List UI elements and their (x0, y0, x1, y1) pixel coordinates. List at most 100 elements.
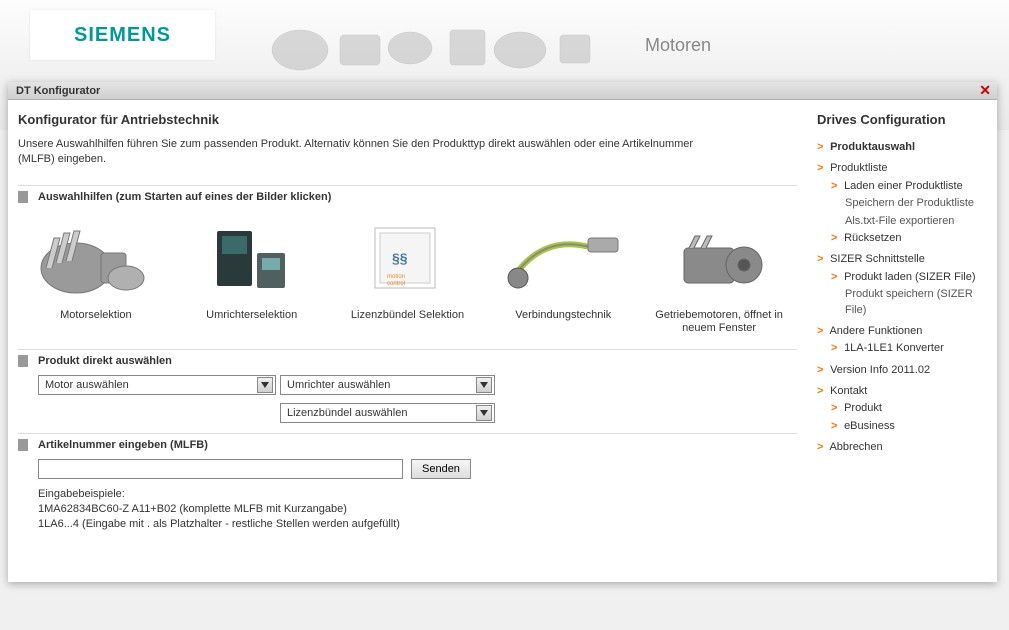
chevron-right-icon: > (831, 179, 841, 194)
main-title: Konfigurator für Antriebstechnik (18, 112, 797, 127)
chevron-right-icon: > (831, 231, 841, 246)
section-aids-label: Auswahlhilfen (zum Starten auf eines der… (38, 191, 331, 203)
section-marker-icon (18, 355, 28, 367)
nav-item[interactable]: > Andere Funktionen (817, 323, 987, 340)
motor-select-text: Motor auswählen (45, 379, 129, 391)
nav-item[interactable]: Speichern der Produktliste (817, 195, 987, 212)
chevron-right-icon: > (817, 324, 827, 339)
chevron-right-icon: > (831, 341, 841, 356)
nav-item[interactable]: > Laden einer Produktliste (817, 178, 987, 195)
side-navigation: Drives Configuration > Produktauswahl> P… (817, 112, 987, 532)
section-direct-header: Produkt direkt auswählen (18, 349, 797, 367)
aid-label: Verbindungstechnik (485, 309, 641, 322)
aid-label: Umrichterselektion (174, 309, 330, 322)
nav-link[interactable]: 1LA-1LE1 Konverter (844, 342, 944, 354)
aid-motor-selection[interactable]: Motorselektion (18, 213, 174, 335)
modal-titlebar: DT Konfigurator ✕ (8, 82, 997, 100)
chevron-right-icon: > (817, 140, 827, 155)
close-icon[interactable]: ✕ (975, 82, 995, 99)
nav-link[interactable]: Speichern der Produktliste (845, 197, 974, 209)
configurator-modal: DT Konfigurator ✕ Konfigurator für Antri… (8, 82, 997, 582)
chevron-right-icon: > (817, 440, 827, 455)
chevron-right-icon: > (831, 270, 841, 285)
section-aids-header: Auswahlhilfen (zum Starten auf eines der… (18, 185, 797, 203)
examples-label: Eingabebeispiele: (38, 487, 797, 502)
license-select[interactable]: Lizenzbündel auswählen (280, 403, 495, 423)
license-select-text: Lizenzbündel auswählen (287, 407, 407, 419)
nav-item[interactable]: > Version Info 2011.02 (817, 362, 987, 379)
nav-link[interactable]: Laden einer Produktliste (844, 180, 963, 192)
header-product-collage (250, 0, 620, 80)
main-intro: Unsere Auswahlhilfen führen Sie zum pass… (18, 137, 718, 167)
aid-license-bundle[interactable]: §§ motioncontrol Lizenzbündel Selektion (330, 213, 486, 335)
page-bg-title: Motoren (645, 35, 711, 56)
nav-link[interactable]: Produktauswahl (830, 141, 915, 153)
chevron-down-icon (257, 377, 273, 393)
nav-item[interactable]: > Rücksetzen (817, 230, 987, 247)
send-button[interactable]: Senden (411, 459, 471, 479)
chevron-right-icon: > (817, 252, 827, 267)
nav-link[interactable]: Andere Funktionen (829, 325, 922, 337)
example-line: 1LA6...4 (Eingabe mit . als Platzhalter … (38, 517, 797, 532)
cable-icon (493, 213, 633, 303)
section-marker-icon (18, 439, 28, 451)
aid-label: Motorselektion (18, 309, 174, 322)
brand-logo: SIEMENS (30, 10, 215, 60)
selection-aids-row: Motorselektion Umrichterselektion §§ moti… (18, 213, 797, 335)
modal-title: DT Konfigurator (16, 85, 100, 97)
section-direct-label: Produkt direkt auswählen (38, 355, 172, 367)
aid-label: Getriebemotoren, öffnet in neuem Fenster (641, 309, 797, 335)
mlfb-input[interactable] (38, 459, 403, 479)
aid-geared-motors[interactable]: Getriebemotoren, öffnet in neuem Fenster (641, 213, 797, 335)
nav-item[interactable]: Produkt speichern (SIZER File) (817, 286, 987, 319)
nav-link[interactable]: Version Info 2011.02 (830, 364, 930, 376)
nav-link[interactable]: Produktliste (830, 162, 887, 174)
example-line: 1MA62834BC60-Z A11+B02 (komplette MLFB m… (38, 502, 797, 517)
section-marker-icon (18, 191, 28, 203)
converter-icon (182, 213, 322, 303)
chevron-right-icon: > (817, 384, 827, 399)
mlfb-examples: Eingabebeispiele: 1MA62834BC60-Z A11+B02… (38, 487, 797, 532)
section-mlfb-header: Artikelnummer eingeben (MLFB) (18, 433, 797, 451)
nav-link[interactable]: Produkt laden (SIZER File) (844, 271, 975, 283)
nav-link[interactable]: Als.txt-File exportieren (845, 215, 954, 227)
nav-link[interactable]: SIZER Schnittstelle (830, 253, 925, 265)
chevron-right-icon: > (831, 419, 841, 434)
svg-text:§§: §§ (392, 250, 408, 266)
svg-text:motion: motion (387, 274, 405, 280)
chevron-right-icon: > (831, 401, 841, 416)
aid-label: Lizenzbündel Selektion (330, 309, 486, 322)
aid-connection-tech[interactable]: Verbindungstechnik (485, 213, 641, 335)
chevron-right-icon: > (817, 363, 827, 378)
nav-link[interactable]: Produkt (844, 402, 882, 414)
chevron-down-icon (476, 377, 492, 393)
nav-item[interactable]: > eBusiness (817, 418, 987, 435)
nav-link[interactable]: Kontakt (830, 385, 867, 397)
nav-item[interactable]: > 1LA-1LE1 Konverter (817, 340, 987, 357)
nav-item[interactable]: > Kontakt (817, 383, 987, 400)
license-icon: §§ motioncontrol (337, 213, 477, 303)
nav-link[interactable]: Rücksetzen (844, 232, 901, 244)
nav-link[interactable]: Produkt speichern (SIZER File) (845, 288, 973, 315)
nav-item[interactable]: > Abbrechen (817, 439, 987, 456)
nav-item[interactable]: > SIZER Schnittstelle (817, 251, 987, 268)
motor-select[interactable]: Motor auswählen (38, 375, 276, 395)
chevron-right-icon: > (817, 161, 827, 176)
nav-item[interactable]: > Produktliste (817, 160, 987, 177)
nav-link[interactable]: eBusiness (844, 420, 895, 432)
svg-text:control: control (387, 281, 405, 287)
converter-select[interactable]: Umrichter auswählen (280, 375, 495, 395)
brand-text: SIEMENS (74, 24, 171, 47)
nav-item[interactable]: > Produkt (817, 400, 987, 417)
nav-item[interactable]: > Produktauswahl (817, 139, 987, 156)
geared-motor-icon (649, 213, 789, 303)
side-title: Drives Configuration (817, 112, 987, 127)
converter-select-text: Umrichter auswählen (287, 379, 390, 391)
nav-item[interactable]: > Produkt laden (SIZER File) (817, 269, 987, 286)
main-column: Konfigurator für Antriebstechnik Unsere … (18, 112, 817, 532)
section-mlfb-label: Artikelnummer eingeben (MLFB) (38, 439, 208, 451)
nav-item[interactable]: Als.txt-File exportieren (817, 213, 987, 230)
nav-link[interactable]: Abbrechen (829, 441, 882, 453)
aid-converter-selection[interactable]: Umrichterselektion (174, 213, 330, 335)
chevron-down-icon (476, 405, 492, 421)
